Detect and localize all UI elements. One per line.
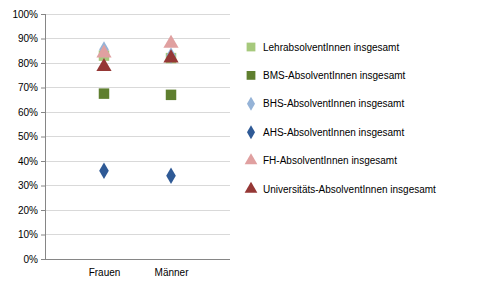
series bbox=[96, 49, 178, 71]
y-axis-line bbox=[41, 15, 46, 260]
y-tick-mark bbox=[41, 235, 45, 236]
y-tick-label: 20% bbox=[18, 205, 38, 216]
grid-line bbox=[45, 234, 230, 235]
point bbox=[166, 90, 176, 100]
y-tick-label: 100% bbox=[12, 9, 38, 20]
x-tick-label: Frauen bbox=[89, 267, 121, 278]
grid-line bbox=[45, 136, 230, 137]
y-axis: 0% 10% 20% 30% 40% 50% 60% 70% 80% 90% 100% bbox=[12, 9, 45, 265]
point bbox=[96, 58, 111, 71]
grid-line bbox=[45, 14, 230, 15]
y-tick: 0% bbox=[24, 254, 45, 265]
y-tick-label: 90% bbox=[18, 33, 38, 44]
grid-line bbox=[45, 38, 230, 39]
grid-line bbox=[45, 210, 230, 211]
y-tick: 40% bbox=[18, 156, 45, 167]
point bbox=[163, 35, 178, 48]
point bbox=[99, 162, 109, 179]
point bbox=[99, 88, 109, 98]
grid-line bbox=[45, 112, 230, 113]
chart: 0% 10% 20% 30% 40% 50% 60% 70% 80% 90% 100% Frauen M… bbox=[0, 0, 482, 290]
grid bbox=[45, 14, 230, 259]
legend-label: BMS-AbsolventInnen insgesamt bbox=[263, 70, 406, 81]
series bbox=[99, 41, 176, 64]
grid-line bbox=[45, 185, 230, 186]
grid-line bbox=[45, 161, 230, 162]
legend-marker bbox=[245, 153, 258, 164]
legend-label: BHS-AbsolventInnen insgesamt bbox=[263, 98, 404, 109]
y-tick-label: 40% bbox=[18, 156, 38, 167]
legend-label: FH-AbsolventInnen insgesamt bbox=[263, 155, 397, 166]
legend-marker bbox=[247, 97, 255, 111]
y-tick-mark bbox=[41, 63, 45, 64]
y-tick: 20% bbox=[18, 205, 45, 216]
x-tick-label: Männer bbox=[155, 267, 190, 278]
grid-line bbox=[45, 259, 230, 260]
x-axis: Frauen Männer bbox=[45, 259, 230, 278]
legend-marker bbox=[245, 182, 258, 193]
y-tick-mark bbox=[41, 186, 45, 187]
y-tick: 90% bbox=[18, 33, 45, 44]
y-tick-label: 10% bbox=[18, 229, 38, 240]
legend-marker bbox=[247, 125, 255, 139]
legend-label: Universitäts-AbsolventInnen insgesamt bbox=[263, 184, 436, 195]
point bbox=[163, 49, 178, 62]
y-tick: 60% bbox=[18, 107, 45, 118]
y-tick-label: 0% bbox=[24, 254, 39, 265]
y-tick-label: 70% bbox=[18, 82, 38, 93]
point bbox=[166, 167, 176, 184]
point bbox=[96, 44, 111, 57]
y-tick: 10% bbox=[18, 229, 45, 240]
series bbox=[96, 35, 178, 58]
y-tick-label: 80% bbox=[18, 58, 38, 69]
y-tick: 30% bbox=[18, 180, 45, 191]
y-tick-mark bbox=[41, 161, 45, 162]
legend-marker bbox=[247, 43, 256, 52]
grid-line bbox=[45, 63, 230, 64]
legend-label: LehrabsolventInnen insgesamt bbox=[263, 42, 399, 53]
legend-label: AHS-AbsolventInnen insgesamt bbox=[263, 127, 404, 138]
y-tick: 100% bbox=[12, 9, 45, 20]
marks bbox=[96, 35, 178, 184]
y-tick-mark bbox=[41, 39, 45, 40]
series bbox=[99, 88, 177, 100]
y-tick-mark bbox=[41, 137, 45, 138]
x-tick: Männer bbox=[155, 259, 190, 278]
y-tick-label: 60% bbox=[18, 107, 38, 118]
y-tick-mark bbox=[41, 88, 45, 89]
y-tick: 70% bbox=[18, 82, 45, 93]
legend: LehrabsolventInnen insgesamt BMS-Absolven… bbox=[245, 42, 436, 195]
series bbox=[99, 162, 176, 184]
y-tick-label: 30% bbox=[18, 180, 38, 191]
grid-line bbox=[45, 87, 230, 88]
y-tick-mark bbox=[41, 14, 45, 15]
x-axis-line bbox=[45, 259, 230, 260]
y-tick: 80% bbox=[18, 58, 45, 69]
y-tick: 50% bbox=[18, 131, 45, 142]
y-tick-label: 50% bbox=[18, 131, 38, 142]
y-tick-mark bbox=[41, 259, 45, 260]
y-tick-mark bbox=[41, 112, 45, 113]
y-tick-mark bbox=[41, 210, 45, 211]
x-tick: Frauen bbox=[89, 259, 121, 278]
legend-marker bbox=[247, 71, 256, 80]
